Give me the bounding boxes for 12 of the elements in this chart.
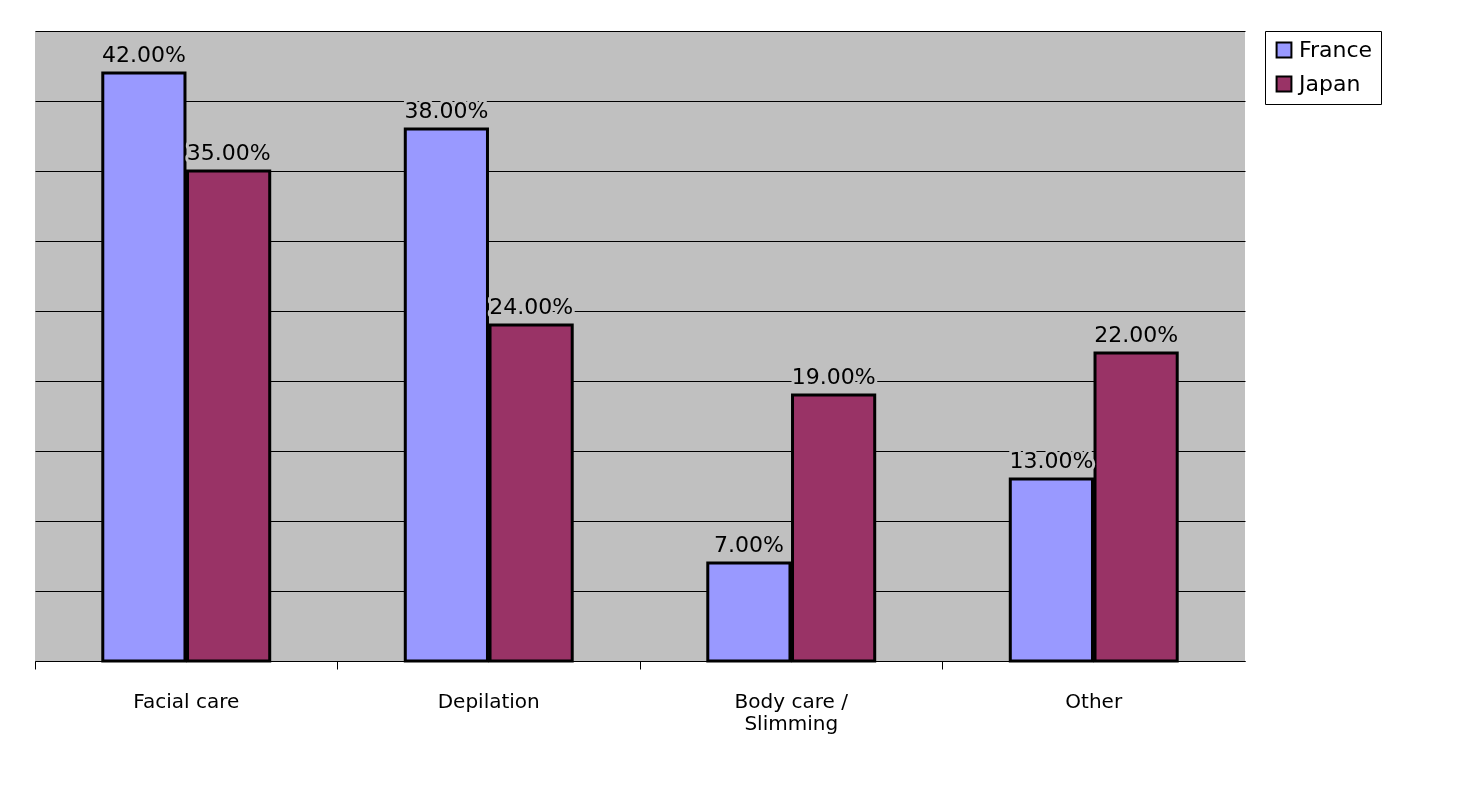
- x-tick-label: Facial care: [133, 688, 240, 713]
- x-tick-label: Body care / Slimming: [734, 688, 849, 735]
- data-label: 38.00%: [404, 98, 489, 123]
- data-label: 7.00%: [713, 532, 784, 557]
- data-label: 42.00%: [101, 42, 186, 67]
- x-tick-label: Other: [1065, 688, 1123, 713]
- data-label: 22.00%: [1094, 322, 1179, 347]
- data-label: 35.00%: [186, 140, 271, 165]
- legend-label: Japan: [1297, 71, 1361, 96]
- legend-label: France: [1299, 37, 1373, 62]
- x-tick-label: Depilation: [437, 688, 540, 713]
- data-label: 13.00%: [1009, 448, 1094, 473]
